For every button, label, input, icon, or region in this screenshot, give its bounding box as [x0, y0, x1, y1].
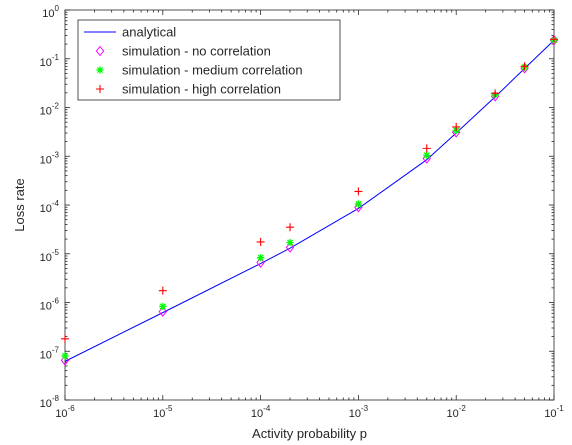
analytical-line — [64, 39, 555, 362]
x-tick-label: 10-2 — [447, 404, 467, 420]
y-tick-label: 10-8 — [40, 394, 60, 410]
y-tick-label: 10-5 — [40, 248, 60, 264]
y-tick-label: 10-6 — [40, 297, 60, 313]
data-point-plus — [256, 237, 265, 246]
y-tick-label: 10-2 — [40, 102, 60, 118]
y-tick-labels: 10-8 10-7 10-6 10-5 10-4 10-3 10-2 10-1 100 — [40, 4, 60, 410]
y-tick-label: 100 — [42, 4, 59, 20]
data-point-plus — [286, 223, 295, 232]
legend-label: simulation - high correlation — [122, 82, 281, 97]
x-axis-label: Activity probability p — [252, 426, 367, 441]
legend-item: simulation - medium correlation — [96, 63, 303, 78]
data-point-plus — [158, 286, 167, 295]
y-tick-label: 10-4 — [40, 199, 60, 215]
legend-marker-swatch — [96, 66, 104, 74]
legend-item: analytical — [84, 25, 176, 40]
data-point-plus — [61, 334, 69, 343]
data-point-diamond — [158, 306, 168, 317]
data-point-asterisk — [354, 200, 362, 208]
data-point-diamond — [285, 242, 295, 253]
series-line — [64, 39, 555, 362]
data-point-plus — [520, 62, 529, 71]
y-tick-label: 10-1 — [40, 53, 60, 69]
data-point-plus — [354, 187, 363, 196]
series-layer — [60, 34, 559, 366]
x-tick-label: 10-3 — [349, 404, 369, 420]
legend-item: simulation - high correlation — [96, 82, 281, 97]
data-point-asterisk — [423, 151, 431, 159]
axis-ticks — [64, 9, 555, 401]
legend-label: analytical — [122, 25, 176, 40]
legend-item: simulation - no correlation — [95, 44, 271, 59]
data-point-plus — [491, 89, 500, 98]
legend-label: simulation - medium correlation — [122, 63, 303, 78]
data-point-diamond — [256, 257, 265, 268]
legend-marker-swatch — [95, 45, 105, 57]
data-point-plus — [422, 144, 431, 153]
data-point-plus — [550, 35, 558, 44]
data-point-diamond — [60, 355, 70, 366]
data-point-asterisk — [257, 254, 265, 262]
x-tick-label: 10-1 — [544, 404, 564, 420]
x-tick-labels: 10-6 10-5 10-4 10-3 10-2 10-1 — [55, 404, 564, 420]
data-point-asterisk — [61, 352, 69, 360]
x-tick-label: 10-4 — [251, 404, 271, 420]
x-tick-label: 10-5 — [153, 404, 173, 420]
y-tick-label: 10-7 — [40, 345, 60, 361]
data-point-asterisk — [159, 302, 167, 311]
x-tick-label: 10-6 — [55, 404, 75, 420]
legend-label: simulation - no correlation — [122, 44, 271, 59]
y-tick-label: 10-3 — [40, 150, 60, 166]
legend-marker-swatch — [96, 85, 104, 93]
legend-box — [77, 19, 341, 101]
series-plus — [61, 35, 558, 343]
data-point-plus — [452, 122, 461, 131]
legend: analytical simulation - no correlation sim… — [77, 19, 341, 101]
y-axis-label: Loss rate — [12, 178, 27, 231]
data-point-asterisk — [286, 238, 294, 247]
